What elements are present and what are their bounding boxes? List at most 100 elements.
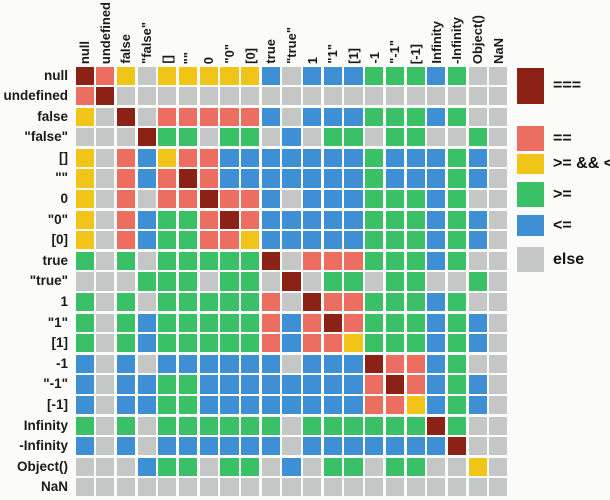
matrix-cell bbox=[261, 272, 280, 291]
matrix-cell bbox=[178, 148, 198, 167]
matrix-cell bbox=[282, 354, 301, 373]
matrix-cell bbox=[303, 66, 322, 85]
matrix-cell bbox=[365, 148, 384, 167]
col-label-text: -1 bbox=[366, 52, 382, 64]
matrix-cell bbox=[344, 437, 363, 456]
matrix-cell bbox=[261, 396, 280, 415]
matrix-cell bbox=[220, 128, 239, 147]
matrix-cell bbox=[282, 66, 301, 85]
matrix-cell bbox=[468, 478, 487, 497]
col-label: NaN bbox=[489, 2, 507, 64]
col-label: [-1] bbox=[407, 2, 425, 64]
matrix-cell bbox=[427, 169, 446, 188]
matrix-cell bbox=[427, 210, 446, 229]
matrix-cell bbox=[158, 334, 177, 353]
matrix-cell bbox=[406, 437, 425, 456]
matrix-cell bbox=[489, 457, 508, 476]
matrix-cell bbox=[241, 375, 260, 394]
matrix-cell bbox=[158, 66, 177, 85]
matrix-cell bbox=[137, 416, 156, 435]
matrix-cell bbox=[385, 293, 404, 312]
legend-swatch bbox=[517, 154, 544, 174]
col-label-text: [1] bbox=[346, 48, 362, 64]
matrix-cell bbox=[241, 231, 260, 250]
matrix-cell bbox=[468, 66, 487, 85]
matrix-cell bbox=[489, 416, 508, 435]
matrix-cell bbox=[158, 437, 177, 456]
matrix-cell bbox=[75, 354, 94, 373]
matrix-cell bbox=[96, 231, 115, 250]
matrix-cell bbox=[261, 293, 280, 312]
matrix-cell bbox=[303, 478, 322, 497]
matrix-cell bbox=[427, 354, 446, 373]
matrix-cell bbox=[199, 107, 218, 126]
matrix-cell bbox=[261, 66, 280, 85]
matrix-cell bbox=[323, 416, 342, 435]
matrix-cell bbox=[199, 190, 218, 209]
matrix-cell bbox=[137, 87, 156, 106]
matrix-cell bbox=[116, 66, 136, 85]
matrix-cell bbox=[344, 313, 363, 332]
matrix-cell bbox=[303, 375, 322, 394]
matrix-cell bbox=[344, 334, 363, 353]
matrix-cell bbox=[158, 354, 177, 373]
matrix-cell bbox=[199, 87, 218, 106]
matrix-cell bbox=[427, 293, 446, 312]
matrix-cell bbox=[199, 251, 218, 270]
col-label-text: false bbox=[118, 34, 134, 64]
row-label: "true" bbox=[29, 273, 68, 289]
matrix-cell bbox=[489, 251, 508, 270]
matrix-cell bbox=[116, 293, 136, 312]
matrix-cell bbox=[344, 190, 363, 209]
matrix-cell bbox=[75, 87, 94, 106]
matrix-cell bbox=[75, 107, 94, 126]
matrix-cell bbox=[468, 313, 487, 332]
matrix-cell bbox=[282, 190, 301, 209]
matrix-cell bbox=[365, 313, 384, 332]
matrix-cell bbox=[137, 478, 156, 497]
matrix-cell bbox=[241, 334, 260, 353]
matrix-cell bbox=[282, 457, 301, 476]
matrix-cell bbox=[406, 354, 425, 373]
matrix-cell bbox=[323, 354, 342, 373]
matrix-cell bbox=[323, 190, 342, 209]
col-label-text: "true" bbox=[283, 27, 299, 64]
matrix-cell bbox=[96, 87, 115, 106]
matrix-cell bbox=[385, 107, 404, 126]
matrix-cell bbox=[241, 107, 260, 126]
col-label-text: Object() bbox=[470, 14, 486, 64]
matrix-cell bbox=[344, 416, 363, 435]
matrix-cell bbox=[365, 354, 384, 373]
col-label: [] bbox=[158, 2, 176, 64]
col-label-text: "" bbox=[180, 51, 196, 64]
matrix-cell bbox=[220, 293, 239, 312]
matrix-cell bbox=[261, 169, 280, 188]
matrix-cell bbox=[282, 313, 301, 332]
col-label-text: [] bbox=[159, 55, 175, 64]
matrix-cell bbox=[158, 478, 177, 497]
matrix-cell bbox=[489, 66, 508, 85]
matrix-cell bbox=[406, 313, 425, 332]
matrix-cell bbox=[96, 416, 115, 435]
matrix-cell bbox=[489, 437, 508, 456]
col-label: true bbox=[262, 2, 280, 64]
matrix-cell bbox=[427, 457, 446, 476]
matrix-cell bbox=[447, 478, 467, 497]
matrix-cell bbox=[261, 107, 280, 126]
matrix-cell bbox=[344, 354, 363, 373]
matrix-cell bbox=[158, 148, 177, 167]
row-label: Infinity bbox=[23, 417, 68, 433]
matrix-cell bbox=[303, 313, 322, 332]
matrix-cell bbox=[158, 375, 177, 394]
matrix-cell bbox=[344, 169, 363, 188]
col-label: undefined bbox=[96, 2, 114, 64]
matrix-cell bbox=[468, 190, 487, 209]
matrix-cell bbox=[427, 251, 446, 270]
matrix-cell bbox=[282, 210, 301, 229]
matrix-cell bbox=[75, 210, 94, 229]
matrix-cell bbox=[323, 313, 342, 332]
legend-label: >= bbox=[553, 185, 572, 203]
matrix-cell bbox=[178, 313, 198, 332]
matrix-cell bbox=[447, 87, 467, 106]
matrix-cell bbox=[241, 210, 260, 229]
